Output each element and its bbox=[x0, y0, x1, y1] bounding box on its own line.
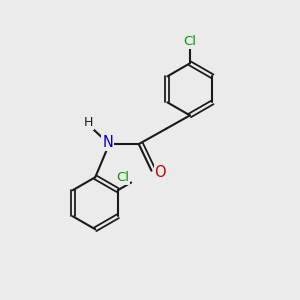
Text: N: N bbox=[102, 135, 113, 150]
Text: Cl: Cl bbox=[183, 35, 196, 48]
Text: H: H bbox=[84, 116, 94, 129]
Text: Cl: Cl bbox=[116, 171, 129, 184]
Text: O: O bbox=[154, 165, 166, 180]
